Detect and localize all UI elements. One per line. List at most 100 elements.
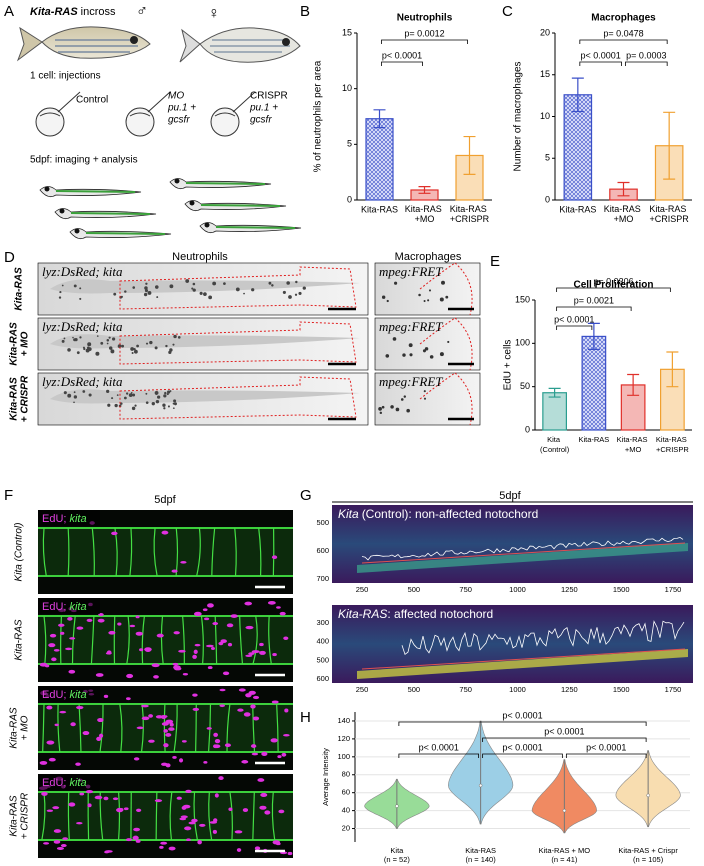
title: : affected notochord <box>387 607 493 621</box>
cell <box>73 391 76 394</box>
bracket <box>398 753 480 758</box>
neutrophils-header: Neutrophils <box>172 251 228 263</box>
cell <box>439 297 444 302</box>
cell <box>408 343 413 348</box>
cell <box>67 393 72 398</box>
edu-nucleus <box>99 733 104 738</box>
y-tick-label: 0 <box>545 194 550 204</box>
y-axis-label: EdU + cells <box>503 340 514 391</box>
bracket <box>556 306 632 311</box>
cell <box>130 347 135 351</box>
x-tick-label: Kita-RAS +CRISPR <box>656 435 689 454</box>
cell <box>386 299 389 303</box>
cell <box>424 347 429 351</box>
edu-nucleus <box>259 805 267 810</box>
edu-nucleus <box>207 603 214 608</box>
edu-nucleus <box>227 642 233 647</box>
gene: Kita-RAS <box>30 6 78 18</box>
n-label: (n = 52) <box>384 855 411 864</box>
mo-gene: pu.1 + <box>167 103 196 114</box>
cell <box>79 336 82 339</box>
cell <box>169 348 173 352</box>
cell <box>79 297 82 300</box>
edu-nucleus <box>85 789 94 794</box>
cell <box>212 281 217 286</box>
edu-nucleus <box>54 723 59 727</box>
edu-nucleus <box>242 808 249 813</box>
cell <box>73 284 77 288</box>
cell <box>302 286 306 290</box>
cell <box>117 344 122 348</box>
fish-female <box>179 27 301 63</box>
edu-nucleus <box>228 807 233 812</box>
edu-nucleus <box>103 796 109 801</box>
bracket <box>625 61 668 66</box>
bracket <box>381 39 468 44</box>
cell <box>422 349 426 353</box>
edu-nucleus <box>193 649 198 654</box>
edu-nucleus <box>97 618 105 623</box>
edu-nucleus <box>179 817 187 821</box>
edu-nucleus <box>112 797 119 801</box>
cell <box>288 295 292 299</box>
edu-nucleus <box>48 643 56 648</box>
p-value: p= 0.0012 <box>404 28 444 38</box>
y-tick-label: 10 <box>540 111 550 121</box>
edu-nucleus <box>68 802 76 807</box>
edu-nucleus <box>76 705 84 710</box>
edu-nucleus <box>192 707 200 711</box>
cell <box>381 295 386 299</box>
cross-title: Kita-RAS incross <box>30 6 116 18</box>
cell <box>172 343 175 346</box>
cell <box>268 281 272 285</box>
edu-nucleus <box>250 744 257 748</box>
y-tick-label: 100 <box>515 338 530 348</box>
edu-nucleus <box>39 760 48 765</box>
injections-label: 1 cell: injections <box>30 71 101 82</box>
label-bg <box>38 686 100 702</box>
edu-nucleus <box>46 740 55 745</box>
notochord <box>70 212 151 215</box>
p-value: p< 0.0001 <box>502 742 542 752</box>
edu-nucleus <box>212 622 219 626</box>
error-bar <box>418 186 431 194</box>
edu-nucleus <box>206 644 214 648</box>
eye <box>189 200 195 206</box>
edu-nucleus <box>252 695 260 700</box>
p-value: p< 0.0001 <box>419 742 459 752</box>
y-tick-label: 0 <box>347 194 352 204</box>
cell-wall <box>193 791 198 841</box>
line: +CRISPR <box>450 214 490 224</box>
edu-nucleus <box>180 815 188 819</box>
y-tick-label: 150 <box>515 294 530 304</box>
edu-nucleus <box>129 624 136 628</box>
edu-nucleus <box>213 818 218 823</box>
cell-wall <box>117 791 121 841</box>
y-axis-label: % of neutrophils per area <box>313 60 324 172</box>
edu-nucleus <box>222 671 230 676</box>
edu-nucleus <box>259 650 266 655</box>
cell <box>149 340 153 345</box>
cell <box>114 403 118 408</box>
edu-nucleus <box>59 710 67 714</box>
cell <box>63 391 67 395</box>
cell-wall <box>42 527 47 577</box>
y-tick-label: 120 <box>337 734 350 743</box>
edu-nucleus <box>283 636 289 640</box>
row-label: Kita (Control) <box>14 523 25 582</box>
edu-nucleus <box>267 600 276 605</box>
roi <box>119 266 357 310</box>
fish-male <box>16 26 151 62</box>
y-tick-label: 500 <box>316 655 329 664</box>
edu-nucleus <box>163 729 168 733</box>
row-label: Kita-RAS <box>14 267 25 311</box>
bracket <box>381 61 423 66</box>
y-tick-label: 20 <box>540 27 550 37</box>
cell <box>95 351 100 356</box>
x-tick-label: Kita-RAS + MO <box>539 846 591 855</box>
kita-label: kita <box>69 689 86 701</box>
cell <box>173 399 177 403</box>
cell-wall <box>182 615 185 665</box>
x-tick-label: 1000 <box>509 585 526 594</box>
cell <box>155 399 160 404</box>
